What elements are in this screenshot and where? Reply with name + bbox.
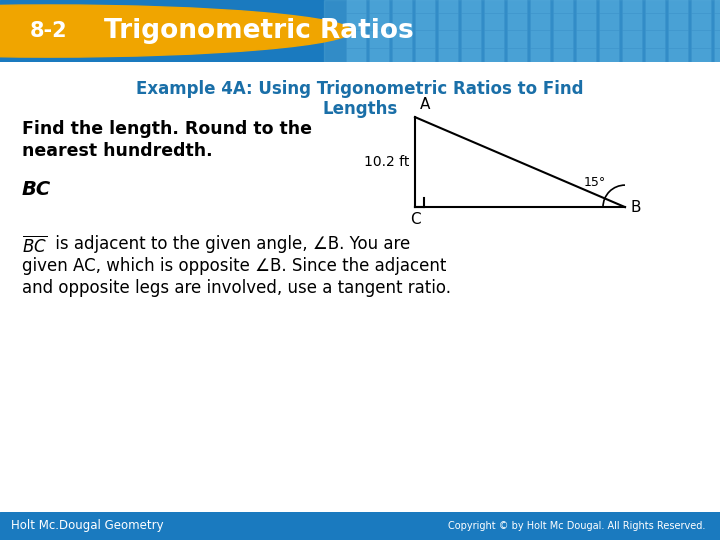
Text: Trigonometric Ratios: Trigonometric Ratios (104, 18, 414, 44)
Bar (714, 48, 720, 65)
Bar (484, 13, 504, 30)
Bar (668, 13, 688, 30)
Bar (415, 0, 435, 12)
Bar (645, 13, 665, 30)
Bar (530, 13, 550, 30)
Text: 15°: 15° (584, 176, 606, 189)
Bar (714, 13, 720, 30)
Bar (346, 30, 366, 48)
Bar (369, 48, 389, 65)
Bar (438, 0, 458, 12)
Bar (622, 13, 642, 30)
Bar (484, 30, 504, 48)
Bar (691, 0, 711, 12)
Bar (438, 30, 458, 48)
Text: C: C (410, 212, 420, 227)
Bar (346, 13, 366, 30)
Bar (553, 13, 573, 30)
Bar (507, 30, 527, 48)
Bar (530, 30, 550, 48)
Text: A: A (420, 97, 431, 112)
Text: Copyright © by Holt Mc Dougal. All Rights Reserved.: Copyright © by Holt Mc Dougal. All Right… (449, 521, 706, 531)
Circle shape (0, 5, 351, 57)
Bar (691, 13, 711, 30)
Bar (553, 0, 573, 12)
Bar (346, 0, 366, 12)
Text: nearest hundredth.: nearest hundredth. (22, 142, 212, 160)
Text: BC: BC (22, 180, 51, 199)
Bar (622, 48, 642, 65)
Text: is adjacent to the given angle, ∠B. You are: is adjacent to the given angle, ∠B. You … (50, 235, 410, 253)
Text: 8-2: 8-2 (30, 21, 68, 41)
Bar (461, 48, 481, 65)
Bar (576, 30, 596, 48)
Bar (415, 48, 435, 65)
Bar (369, 0, 389, 12)
Bar (461, 13, 481, 30)
Bar (691, 30, 711, 48)
Bar (599, 0, 619, 12)
Bar (415, 13, 435, 30)
Bar (484, 48, 504, 65)
Bar (369, 30, 389, 48)
Bar (622, 0, 642, 12)
Bar (553, 48, 573, 65)
Text: $\overline{BC}$: $\overline{BC}$ (22, 235, 47, 256)
Text: Holt Mc.Dougal Geometry: Holt Mc.Dougal Geometry (11, 519, 163, 532)
Bar (668, 0, 688, 12)
Bar (645, 30, 665, 48)
Bar (346, 48, 366, 65)
Bar (691, 48, 711, 65)
Bar (622, 30, 642, 48)
Text: and opposite legs are involved, use a tangent ratio.: and opposite legs are involved, use a ta… (22, 279, 451, 297)
Text: B: B (631, 200, 642, 214)
Bar (553, 30, 573, 48)
Bar (714, 0, 720, 12)
Bar (599, 48, 619, 65)
Bar (392, 0, 412, 12)
Text: Lengths: Lengths (323, 100, 397, 118)
Text: Find the length. Round to the: Find the length. Round to the (22, 120, 312, 138)
Bar (576, 48, 596, 65)
Bar (507, 0, 527, 12)
Bar (438, 48, 458, 65)
Bar (438, 13, 458, 30)
Bar (599, 13, 619, 30)
Bar (576, 13, 596, 30)
Bar (415, 30, 435, 48)
Bar (714, 30, 720, 48)
Bar (668, 30, 688, 48)
Bar (392, 13, 412, 30)
Text: Example 4A: Using Trigonometric Ratios to Find: Example 4A: Using Trigonometric Ratios t… (136, 80, 584, 98)
Bar (324, 0, 720, 62)
Text: 10.2 ft: 10.2 ft (364, 155, 409, 169)
Bar (530, 48, 550, 65)
Bar (507, 48, 527, 65)
Bar (645, 0, 665, 12)
Bar (392, 48, 412, 65)
Bar (461, 0, 481, 12)
Bar (645, 48, 665, 65)
Bar (530, 0, 550, 12)
Bar (369, 13, 389, 30)
Text: given AC, which is opposite ∠B. Since the adjacent: given AC, which is opposite ∠B. Since th… (22, 257, 446, 275)
Bar (461, 30, 481, 48)
Bar (576, 0, 596, 12)
Bar (392, 30, 412, 48)
Bar (668, 48, 688, 65)
Bar (484, 0, 504, 12)
Bar (507, 13, 527, 30)
Bar (599, 30, 619, 48)
